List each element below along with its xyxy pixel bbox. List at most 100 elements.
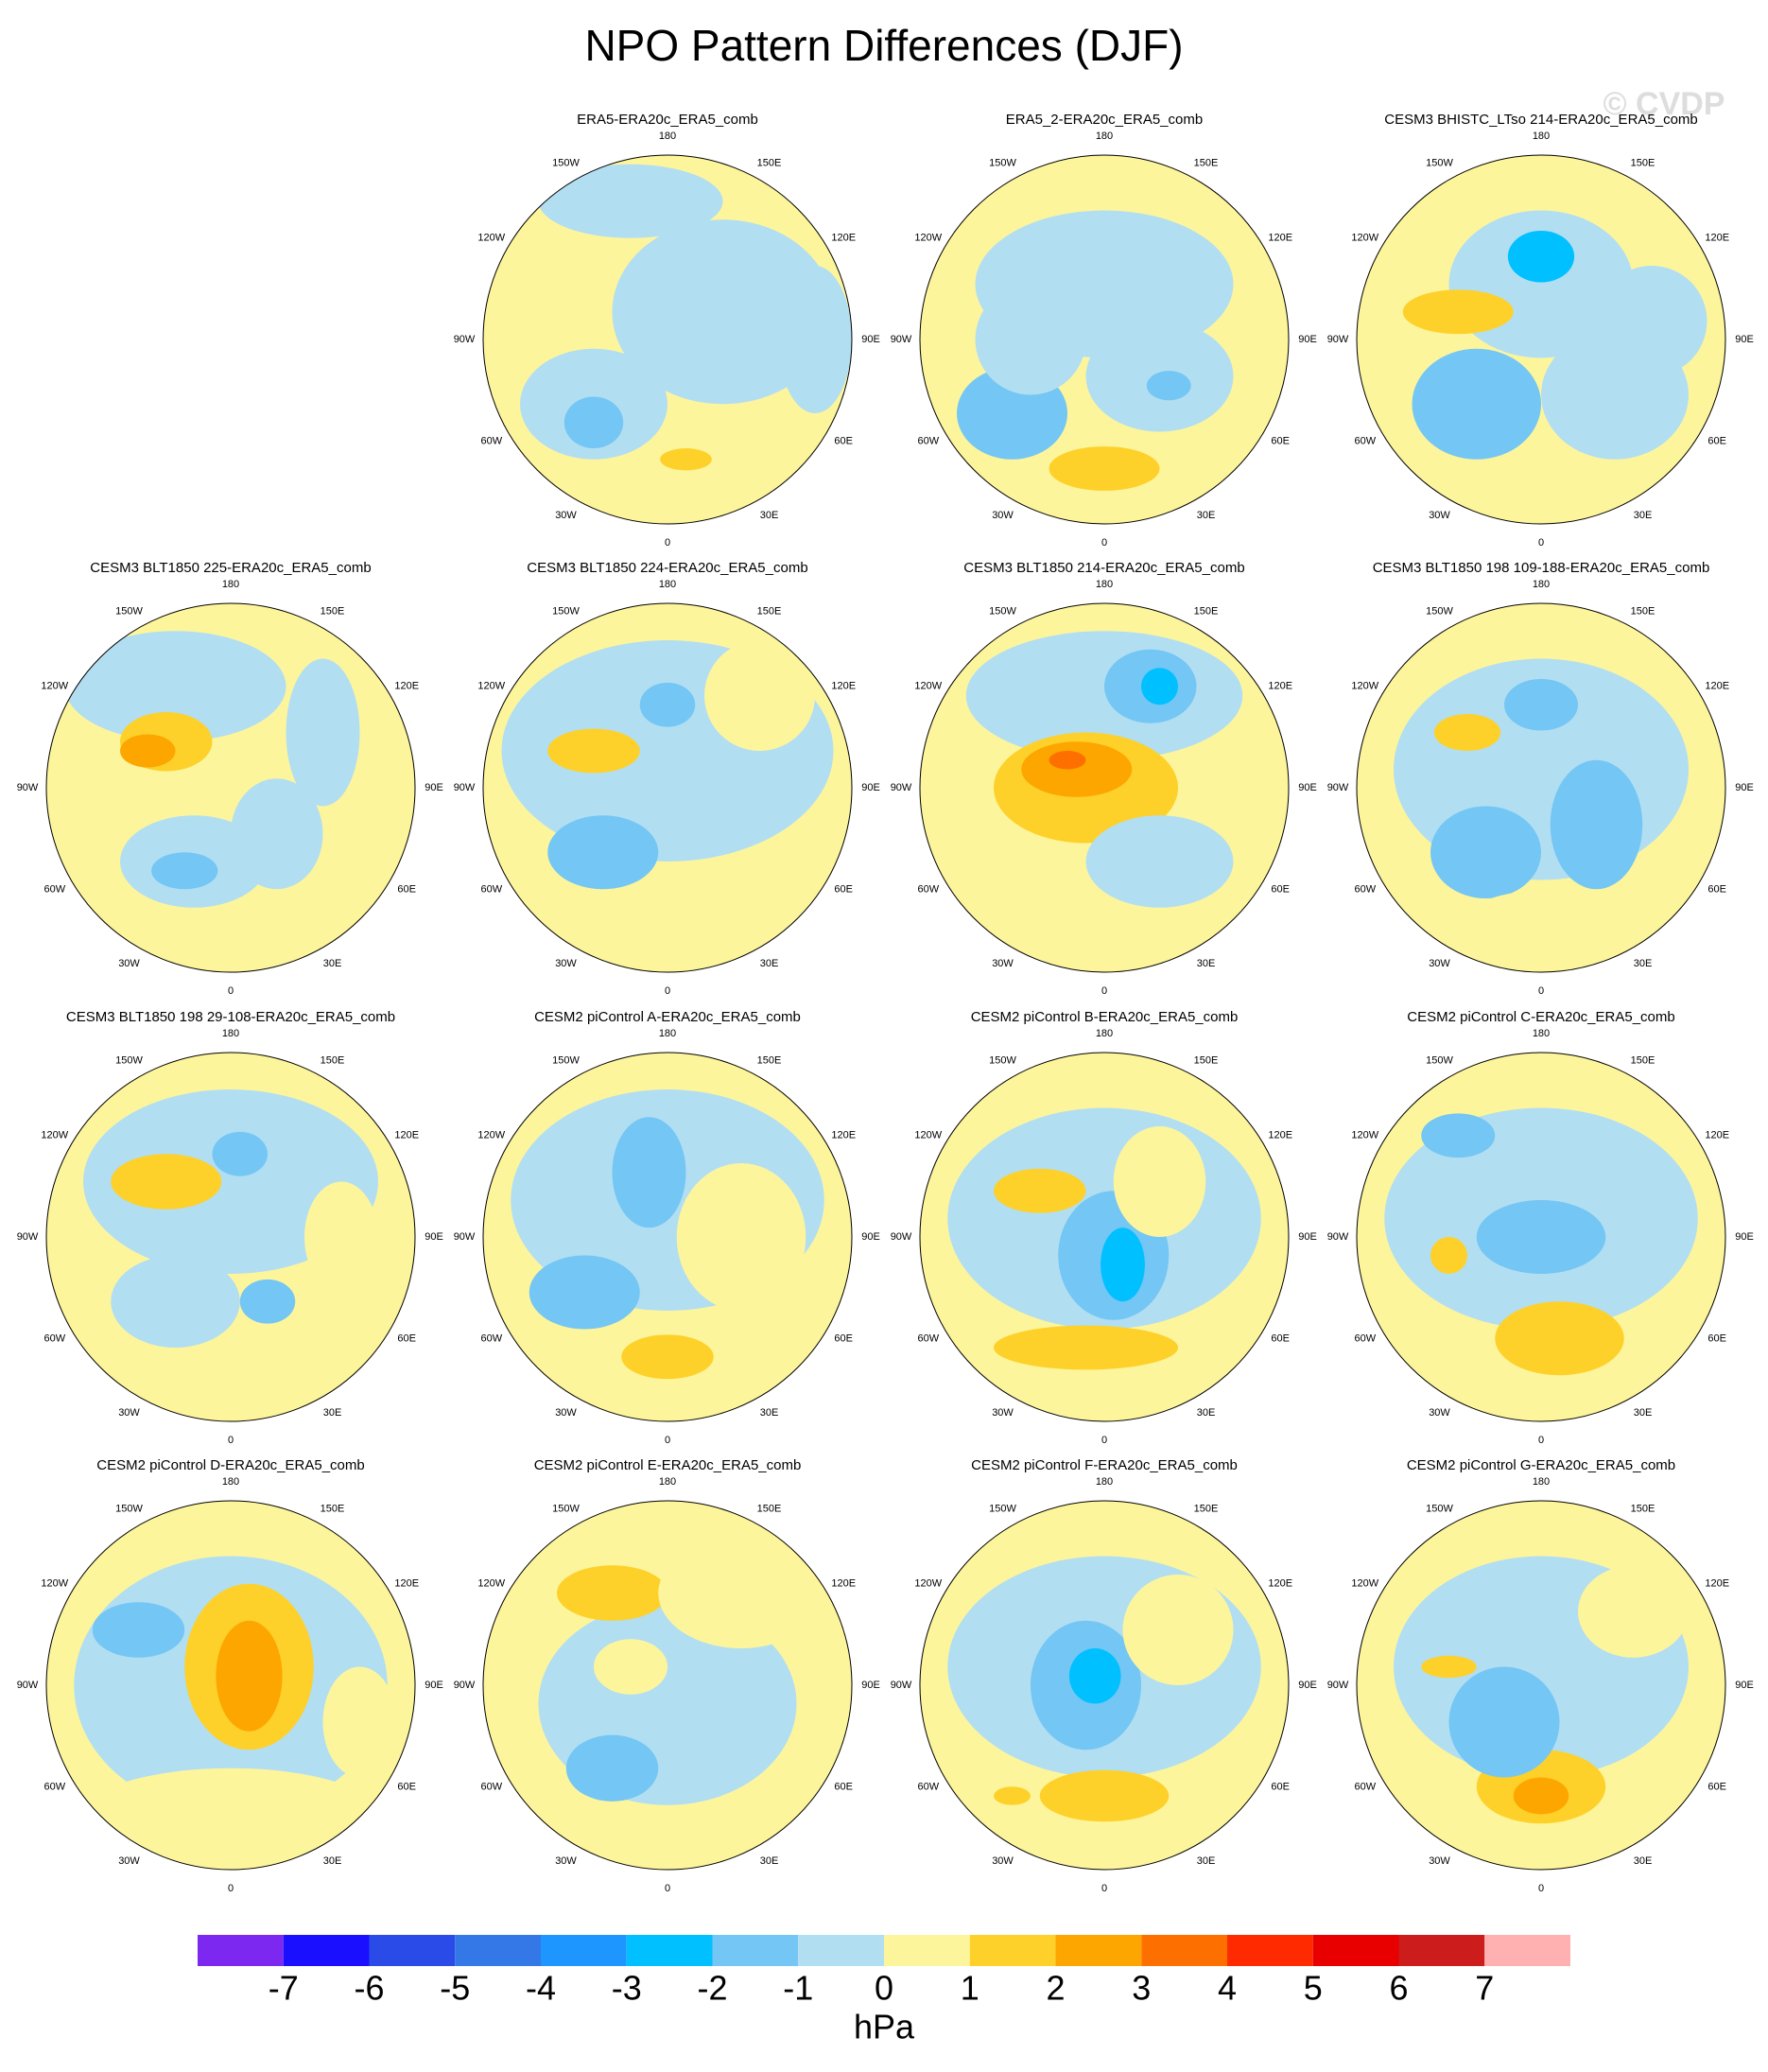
colorbar-tick-label: -5 [440, 1969, 470, 2008]
longitude-label: 150W [1426, 158, 1453, 169]
map-border [482, 154, 853, 525]
longitude-label: 0 [665, 1435, 670, 1446]
map-border [45, 602, 416, 973]
longitude-label: 150E [1194, 1504, 1219, 1515]
longitude-label: 180 [1533, 1476, 1550, 1488]
longitude-label: 120E [1705, 232, 1729, 243]
longitude-label: 150W [989, 1504, 1016, 1515]
longitude-label: 120W [41, 680, 68, 691]
contour-region [704, 640, 815, 751]
contour-region [1085, 815, 1234, 908]
contour-region [1578, 1565, 1689, 1658]
longitude-label: 0 [1538, 537, 1544, 548]
colorbar-tick-label: 0 [875, 1969, 893, 2008]
longitude-label: 60W [43, 883, 65, 895]
longitude-label: 150E [1631, 158, 1655, 169]
longitude-label: 0 [1538, 1883, 1544, 1894]
map-border [919, 1052, 1290, 1422]
longitude-label: 0 [228, 985, 234, 997]
longitude-label: 150W [552, 606, 580, 618]
contour-region [1495, 1301, 1624, 1376]
longitude-label: 0 [1101, 1435, 1107, 1446]
panel-title: ERA5-ERA20c_ERA5_comb [577, 112, 758, 128]
longitude-label: 150E [321, 1055, 345, 1067]
longitude-label: 90W [891, 1231, 912, 1243]
longitude-label: 90E [1298, 1231, 1317, 1243]
panel-title: CESM3 BLT1850 198 29-108-ERA20c_ERA5_com… [66, 1009, 395, 1025]
panel-title: CESM2 piControl C-ERA20c_ERA5_comb [1407, 1009, 1674, 1025]
colorbar-box [369, 1935, 456, 1966]
longitude-label: 60W [480, 435, 502, 446]
longitude-label: 60E [397, 1332, 416, 1344]
longitude-label: 30W [1429, 1407, 1450, 1419]
map-border [1356, 1052, 1726, 1422]
contour-region [231, 778, 323, 890]
longitude-label: 150E [321, 1504, 345, 1515]
contour-region [612, 219, 834, 405]
longitude-label: 90E [1298, 1680, 1317, 1691]
colorbar-tick-label: 4 [1218, 1969, 1237, 2008]
longitude-label: 120E [831, 1129, 856, 1140]
colorbar-tick-label: 1 [961, 1969, 979, 2008]
longitude-label: 30W [1429, 510, 1450, 521]
longitude-label: 150W [115, 1504, 143, 1515]
contour-region [1412, 348, 1541, 460]
contour-region [994, 1325, 1178, 1370]
contour-region [1049, 751, 1086, 770]
map-border [482, 1500, 853, 1871]
longitude-label: 150E [757, 606, 782, 618]
longitude-label: 30W [992, 1855, 1014, 1867]
longitude-label: 30W [555, 510, 577, 521]
longitude-label: 90E [861, 334, 880, 345]
contour-region [286, 658, 360, 807]
longitude-label: 60E [1271, 1332, 1290, 1344]
longitude-label: 180 [659, 579, 676, 590]
map-border [482, 1052, 853, 1422]
colorbar-tick-label: -1 [783, 1969, 813, 2008]
contour-region [994, 1786, 1031, 1805]
contour-region [322, 1666, 397, 1778]
longitude-label: 90E [425, 782, 443, 793]
colorbar-box [712, 1935, 799, 1966]
contour-region [660, 448, 712, 471]
longitude-label: 30W [992, 958, 1014, 969]
longitude-label: 60E [1707, 1781, 1726, 1792]
longitude-label: 30E [1197, 510, 1216, 521]
map [1357, 1053, 1725, 1421]
longitude-label: 30W [118, 958, 140, 969]
longitude-label: 30W [555, 1855, 577, 1867]
colorbar-box [1055, 1935, 1142, 1966]
panel-title: CESM2 piControl B-ERA20c_ERA5_comb [971, 1009, 1239, 1025]
contour-region [111, 1154, 222, 1210]
longitude-label: 60E [1707, 883, 1726, 895]
contour-region [1448, 1666, 1560, 1778]
map [920, 1501, 1289, 1870]
longitude-label: 90W [17, 782, 39, 793]
colorbar-tick-label: 6 [1389, 1969, 1408, 2008]
contour-region [676, 1163, 806, 1311]
colorbar-unit: hPa [854, 2008, 915, 2046]
colorbar-box [969, 1935, 1056, 1966]
longitude-label: 30W [555, 1407, 577, 1419]
longitude-label: 90W [17, 1231, 39, 1243]
contour-region [83, 1767, 378, 1861]
colorbar-tick-label: 5 [1304, 1969, 1323, 2008]
contour-region [639, 682, 696, 727]
longitude-label: 120E [831, 680, 856, 691]
longitude-label: 150W [989, 158, 1016, 169]
contour-region [1068, 1648, 1121, 1704]
contour-region [1122, 1575, 1234, 1685]
figure-title: NPO Pattern Differences (DJF) [584, 21, 1183, 70]
contour-region [1430, 806, 1541, 898]
longitude-label: 90E [1735, 334, 1754, 345]
longitude-label: 90E [1735, 1680, 1754, 1691]
longitude-label: 90W [454, 782, 476, 793]
contour-region [216, 1620, 283, 1732]
longitude-label: 60W [480, 1781, 502, 1792]
longitude-label: 150E [757, 158, 782, 169]
longitude-label: 60W [480, 1332, 502, 1344]
watermark: © CVDP [1603, 86, 1725, 122]
longitude-label: 30W [118, 1855, 140, 1867]
contour-region [1504, 678, 1578, 731]
contour-region [1049, 446, 1160, 491]
